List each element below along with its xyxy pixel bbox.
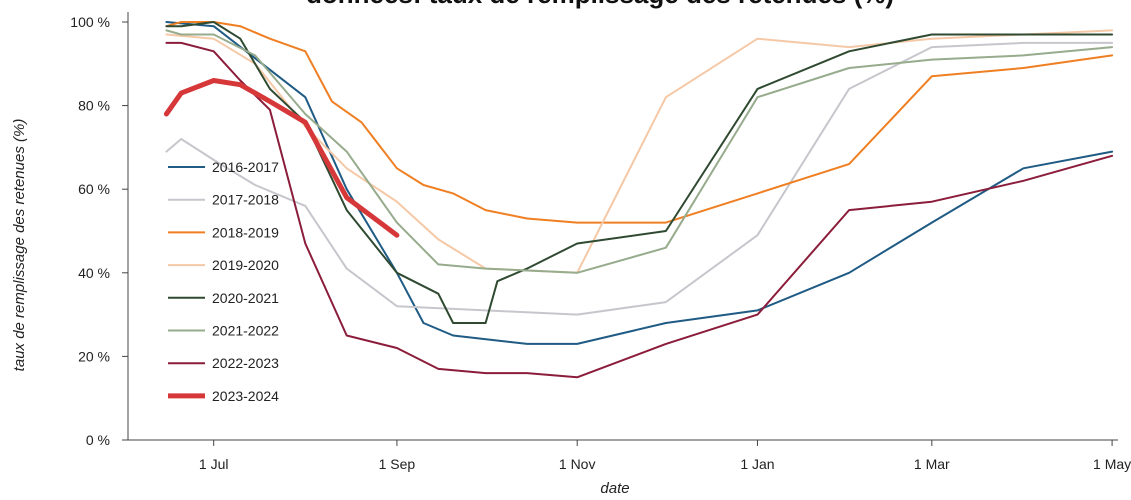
- series-line-2017-2018: [165, 41, 1114, 316]
- series-line-2023-2024: [163, 78, 400, 238]
- series-layer: [163, 21, 1114, 379]
- series-line-2019-2020: [165, 29, 1114, 274]
- legend-label: 2021-2022: [212, 323, 279, 339]
- legend-label: 2023-2024: [212, 388, 279, 404]
- x-tick-label: 1 Jan: [740, 456, 774, 472]
- series-line-2018-2019: [165, 21, 1114, 224]
- legend-label: 2022-2023: [212, 355, 279, 371]
- series-line-2020-2021: [165, 21, 1114, 324]
- y-tick-label: 40 %: [78, 265, 110, 281]
- x-tick-label: 1 Sep: [379, 456, 416, 472]
- series-line-2021-2022: [165, 29, 1114, 274]
- y-tick-label: 0 %: [86, 432, 110, 448]
- legend-label: 2017-2018: [212, 192, 279, 208]
- x-tick-label: 1 Mar: [914, 456, 950, 472]
- x-axis-ticks: 1 Jul 1 Sep 1 Nov 1 Jan 1 Mar 1 May: [199, 440, 1131, 472]
- y-tick-label: 100 %: [70, 14, 110, 30]
- legend-label: 2016-2017: [212, 159, 279, 175]
- x-tick-label: 1 Nov: [559, 456, 596, 472]
- x-axis-label: date: [600, 480, 629, 497]
- x-tick-label: 1 May: [1093, 456, 1131, 472]
- x-tick-label: 1 Jul: [199, 456, 229, 472]
- y-axis-ticks: 0 % 20 % 40 % 60 % 80 % 100 %: [70, 14, 128, 448]
- y-tick-label: 60 %: [78, 181, 110, 197]
- legend-label: 2019-2020: [212, 257, 279, 273]
- legend-label: 2018-2019: [212, 224, 279, 240]
- legend-label: 2020-2021: [212, 290, 279, 306]
- y-axis-label: taux de remplissage des retenues (%): [11, 119, 28, 372]
- plot-area: [127, 12, 1118, 441]
- y-tick-label: 20 %: [78, 348, 110, 364]
- series-line-2022-2023: [165, 41, 1114, 379]
- legend: 2016-2017 2017-2018 2018-2019 2019-2020 2020…: [168, 159, 279, 404]
- chart-title: données: taux de remplissage des retenue…: [306, 0, 894, 9]
- y-tick-label: 80 %: [78, 98, 110, 114]
- series-line-2016-2017: [165, 21, 1114, 345]
